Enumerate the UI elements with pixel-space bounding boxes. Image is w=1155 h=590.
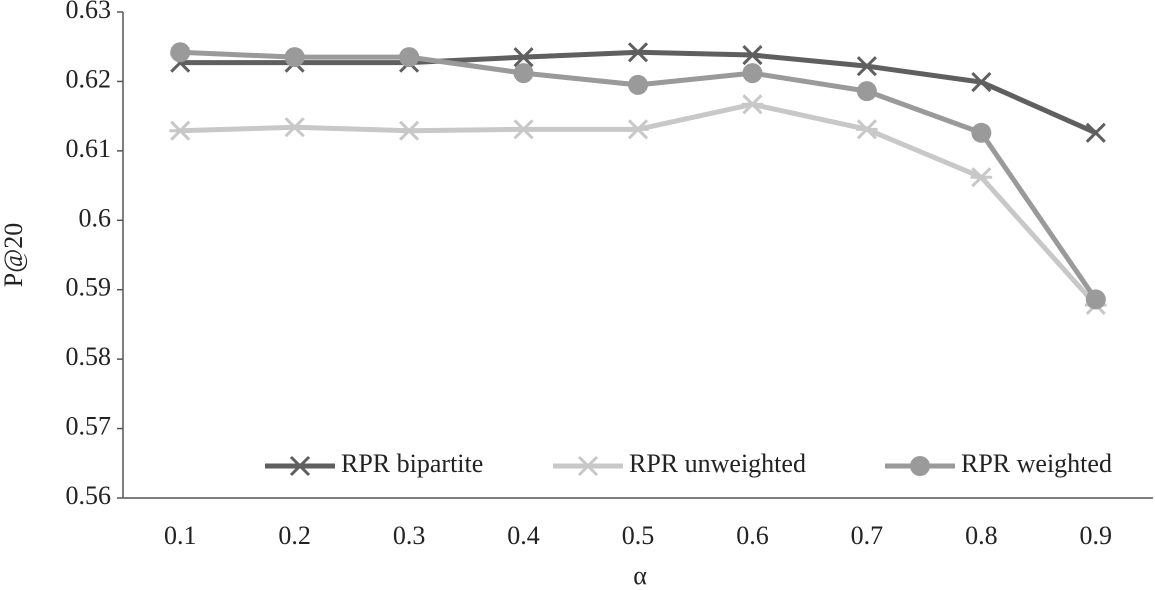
marker (513, 47, 534, 68)
y-tick-label: 0.6 (79, 203, 112, 232)
x-axis-label: α (633, 561, 647, 590)
y-axis-label: P@20 (0, 223, 28, 287)
marker (627, 42, 649, 63)
marker (398, 120, 420, 141)
marker (741, 94, 764, 115)
marker (170, 42, 191, 63)
marker (513, 63, 534, 84)
marker (856, 119, 878, 140)
x-tick-label: 0.9 (1080, 521, 1113, 550)
marker (169, 120, 192, 141)
marker (971, 122, 992, 143)
x-tick-label: 0.7 (851, 521, 884, 550)
legend-label: RPR bipartite (341, 449, 483, 478)
marker (971, 72, 992, 93)
y-tick-label: 0.62 (66, 64, 112, 93)
marker (910, 456, 930, 476)
y-tick-label: 0.61 (66, 134, 112, 163)
marker (856, 56, 877, 77)
legend-label: RPR unweighted (629, 449, 806, 478)
marker (399, 47, 420, 68)
marker (628, 74, 648, 95)
x-tick-label: 0.8 (965, 521, 998, 550)
legend-label: RPR weighted (961, 449, 1112, 478)
x-tick-label: 0.6 (736, 521, 769, 550)
series-line (180, 101, 1098, 307)
y-tick-label: 0.56 (66, 481, 112, 510)
marker (1085, 122, 1106, 143)
marker (742, 44, 763, 66)
marker (1085, 289, 1106, 310)
marker (970, 167, 993, 188)
marker (856, 81, 877, 102)
x-tick-label: 0.4 (507, 521, 540, 550)
marker (289, 455, 311, 477)
y-tick-label: 0.57 (66, 412, 112, 441)
marker (284, 47, 305, 68)
x-tick-label: 0.5 (622, 521, 655, 550)
y-tick-label: 0.59 (66, 273, 112, 302)
marker (742, 63, 763, 84)
y-tick-label: 0.63 (66, 0, 112, 24)
marker (577, 455, 599, 477)
marker (512, 119, 535, 140)
x-tick-label: 0.3 (393, 521, 426, 550)
x-tick-label: 0.2 (278, 521, 311, 550)
marker (283, 117, 306, 138)
marker (627, 119, 649, 140)
y-tick-label: 0.58 (66, 342, 112, 371)
x-tick-label: 0.1 (164, 521, 197, 550)
